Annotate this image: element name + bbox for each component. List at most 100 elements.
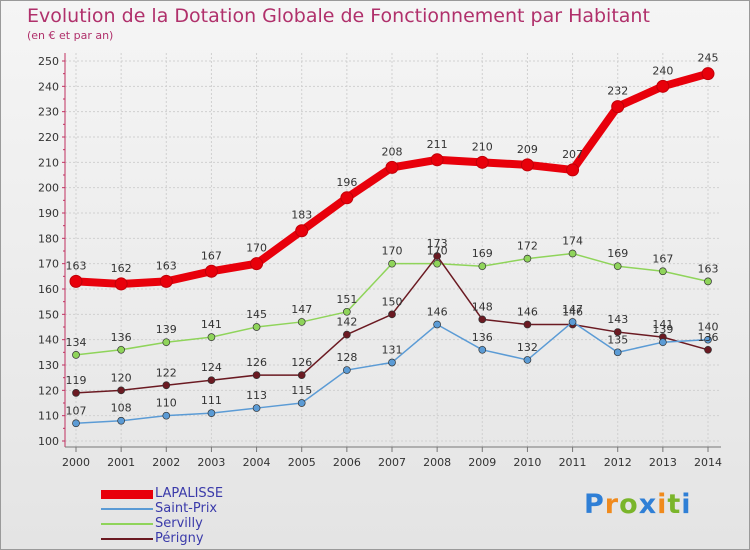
x-tick-label: 2002 [152, 456, 180, 469]
data-label-perigny: 173 [427, 237, 448, 250]
data-label-servilly: 134 [66, 336, 87, 349]
data-label-saint-prix: 115 [291, 384, 312, 397]
data-label-lapalisse: 211 [427, 138, 448, 151]
x-tick-label: 2004 [243, 456, 271, 469]
data-point-perigny [613, 328, 622, 336]
data-point-servilly [523, 254, 532, 263]
data-label-servilly: 172 [517, 240, 538, 253]
data-point-servilly [704, 277, 712, 286]
data-label-saint-prix: 107 [66, 404, 87, 417]
legend-label-servilly: Servilly [155, 516, 203, 531]
data-point-saint-prix [117, 416, 125, 425]
data-point-lapalisse [385, 160, 399, 174]
data-point-perigny [523, 320, 532, 329]
data-label-perigny: 150 [382, 295, 403, 308]
data-label-lapalisse: 240 [652, 64, 673, 77]
y-axis-ticks: 100 110 120 130 140 150 160 170 180 190 200 210 220 2… [38, 55, 65, 448]
data-label-saint-prix: 110 [156, 397, 177, 410]
data-point-servilly [297, 318, 306, 326]
data-point-servilly [117, 345, 125, 354]
data-point-perigny [297, 371, 306, 379]
x-tick-label: 2014 [694, 456, 722, 469]
data-label-perigny: 119 [66, 374, 87, 387]
data-label-servilly: 169 [607, 247, 628, 260]
x-tick-label: 2005 [288, 456, 316, 469]
line-chart: 100 110 120 130 140 150 160 170 180 190 200 210 220 2… [38, 52, 722, 469]
data-label-perigny: 122 [156, 366, 177, 379]
data-point-servilly [388, 259, 396, 268]
x-tick-label: 2011 [559, 456, 587, 469]
legend-swatch-perigny [101, 538, 153, 540]
data-point-perigny [478, 315, 487, 324]
data-label-servilly: 170 [382, 245, 403, 258]
legend: LAPALISSE Saint-Prix Servilly Périgny [101, 486, 301, 547]
data-point-saint-prix [297, 399, 306, 407]
x-tick-label: 2008 [423, 456, 451, 469]
data-label-saint-prix: 128 [336, 351, 357, 364]
legend-swatch-lapalisse [101, 490, 153, 499]
data-label-saint-prix: 131 [382, 343, 403, 356]
data-point-saint-prix [613, 348, 622, 357]
x-tick-label: 2013 [649, 456, 677, 469]
legend-item-lapalisse: LAPALISSE [101, 486, 301, 502]
data-point-perigny [162, 381, 171, 390]
data-point-lapalisse [656, 79, 670, 93]
data-point-servilly [252, 323, 261, 331]
x-axis-ticks: 2000 2001 2002 2003 2004 2005 2006 2007 2008 2009… [62, 447, 722, 469]
data-point-lapalisse [69, 274, 83, 288]
data-label-lapalisse: 183 [291, 209, 312, 222]
data-point-perigny [72, 389, 80, 397]
y-tick-label: 170 [38, 258, 59, 271]
data-label-perigny: 126 [246, 356, 267, 369]
data-point-lapalisse [340, 191, 354, 205]
x-tick-label: 2012 [604, 456, 632, 469]
data-point-saint-prix [704, 335, 712, 344]
data-point-lapalisse [159, 274, 173, 288]
y-tick-label: 110 [38, 410, 59, 423]
data-point-saint-prix [252, 404, 261, 412]
data-label-saint-prix: 132 [517, 341, 538, 354]
data-label-perigny: 146 [562, 305, 583, 318]
data-label-saint-prix: 111 [201, 394, 222, 407]
data-label-servilly: 163 [698, 262, 719, 275]
data-point-saint-prix [478, 345, 487, 354]
data-label-saint-prix: 108 [111, 402, 132, 415]
data-point-perigny [388, 310, 396, 319]
data-label-lapalisse: 163 [66, 259, 87, 272]
data-point-lapalisse [114, 277, 128, 291]
data-point-lapalisse [701, 67, 715, 81]
x-tick-label: 2007 [378, 456, 406, 469]
data-label-servilly: 170 [427, 245, 448, 258]
y-tick-label: 220 [38, 131, 59, 144]
x-tick-label: 2009 [468, 456, 496, 469]
data-point-perigny [117, 386, 125, 395]
data-point-lapalisse [250, 257, 264, 271]
y-tick-label: 140 [38, 334, 59, 347]
data-point-saint-prix [433, 320, 441, 329]
data-label-servilly: 151 [336, 293, 357, 306]
data-label-perigny: 142 [336, 316, 357, 329]
y-tick-label: 100 [38, 435, 59, 448]
data-label-saint-prix: 147 [562, 303, 583, 316]
series-layer [69, 67, 715, 428]
legend-label-saint-prix: Saint-Prix [155, 501, 218, 516]
data-point-perigny [433, 252, 441, 260]
proxiti-logo: Proxiti [584, 489, 692, 520]
data-point-saint-prix [72, 419, 80, 428]
data-label-saint-prix: 139 [652, 323, 673, 336]
x-tick-label: 2000 [62, 456, 90, 469]
legend-swatch-saint-prix [101, 508, 153, 510]
data-point-servilly [433, 259, 441, 268]
data-label-perigny: 143 [607, 313, 628, 326]
data-label-lapalisse: 232 [607, 85, 628, 98]
legend-item-saint-prix: Saint-Prix [101, 501, 301, 517]
data-label-perigny: 146 [517, 305, 538, 318]
legend-label-perigny: Périgny [155, 531, 204, 546]
data-point-lapalisse [475, 155, 489, 169]
data-point-servilly [72, 351, 80, 359]
data-point-servilly [478, 262, 487, 271]
data-label-servilly: 145 [246, 308, 267, 321]
data-label-lapalisse: 208 [382, 145, 403, 158]
data-label-perigny: 148 [472, 300, 493, 313]
